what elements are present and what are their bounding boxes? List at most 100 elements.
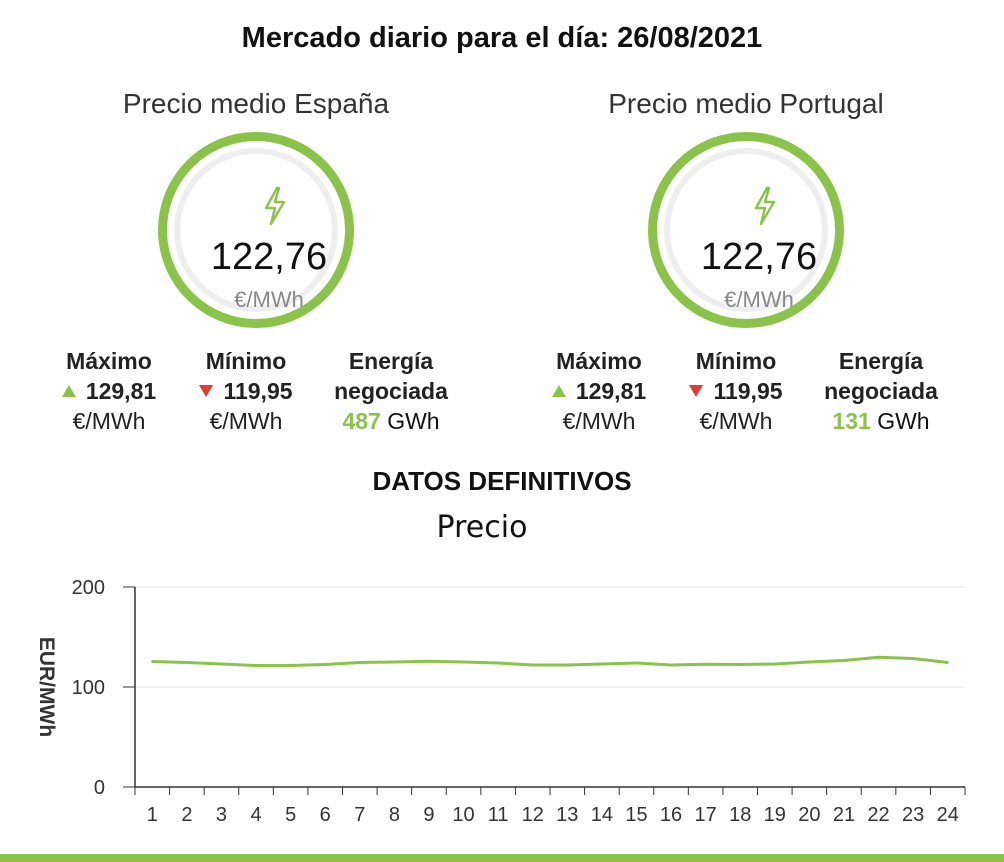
data-point <box>704 663 707 666</box>
x-tick-label: 14 <box>591 804 613 826</box>
min-label: Mínimo <box>695 348 777 374</box>
average-price: 122,76 <box>210 236 328 278</box>
y-axis-ticks: 0 100 200 <box>72 577 135 799</box>
min-price-stat: Mínimo 119,95 €/MWh <box>181 346 311 436</box>
x-tick-label: 15 <box>625 804 647 826</box>
energy-unit: GWh <box>387 408 440 434</box>
lightning-bolt-icon <box>264 186 286 226</box>
market-portugal: Precio medio Portugal 122,76 €/MWh Máxim… <box>516 88 976 434</box>
max-price-stat: Máximo 129,81 €/MWh <box>44 346 174 436</box>
y-axis-label: EUR/MWh <box>35 637 58 737</box>
min-value: 119,95 <box>223 378 293 404</box>
x-tick-label: 4 <box>250 804 261 826</box>
y-gridlines <box>135 586 965 788</box>
data-point <box>773 662 776 666</box>
max-price-stat: Máximo 129,81 €/MWh <box>534 346 664 436</box>
down-arrow-icon <box>199 385 214 397</box>
price-gauge: 122,76 €/MWh <box>648 132 844 328</box>
x-tick-label: 9 <box>423 804 434 826</box>
data-point <box>289 664 292 667</box>
max-unit: €/MWh <box>562 408 636 434</box>
data-point <box>462 660 465 664</box>
series-group <box>151 655 949 667</box>
min-price-stat: Mínimo 119,95 €/MWh <box>671 346 801 436</box>
price-series-line <box>152 655 948 667</box>
average-price-unit: €/MWh <box>724 287 794 312</box>
data-point <box>358 661 361 664</box>
data-point <box>496 661 500 665</box>
y-tick-label: 0 <box>94 777 105 799</box>
energy-label-line1: Energía <box>348 348 434 374</box>
average-price: 122,76 <box>700 236 818 278</box>
page-title: Mercado diario para el día: 26/08/2021 <box>241 22 763 54</box>
min-label: Mínimo <box>205 348 287 374</box>
average-price-unit: €/MWh <box>234 287 304 312</box>
section-title: DATOS DEFINITIVOS <box>372 466 632 496</box>
x-tick-label: 22 <box>867 804 889 826</box>
data-point <box>842 659 846 662</box>
energy-label-line2: negociada <box>334 378 448 404</box>
max-value: 129,81 <box>575 378 647 404</box>
max-label: Máximo <box>66 348 152 374</box>
chart-title: Precio <box>436 510 528 545</box>
min-unit: €/MWh <box>699 408 773 434</box>
x-tick-label: 5 <box>285 804 296 826</box>
gauge-inner-ring: 122,76 €/MWh <box>664 148 828 312</box>
min-unit: €/MWh <box>209 408 283 434</box>
y-tick-label: 100 <box>72 677 105 699</box>
data-point <box>220 662 223 666</box>
data-point <box>324 663 327 666</box>
data-point <box>185 661 189 664</box>
x-tick-label: 2 <box>181 804 192 826</box>
energy-stat: Energía negociada 131 GWh <box>806 346 956 436</box>
bottom-accent-bar <box>0 854 1004 862</box>
energy-stat: Energía negociada 487 GWh <box>316 346 466 436</box>
x-tick-label: 11 <box>488 804 509 826</box>
data-point <box>151 660 154 663</box>
data-point <box>254 664 258 667</box>
data-point <box>669 663 673 667</box>
y-tick-label: 200 <box>72 577 105 599</box>
data-point <box>393 660 396 664</box>
x-tick-label: 19 <box>764 804 786 826</box>
market-title: Precio medio España <box>122 88 390 119</box>
x-axis: 1 2 3 4 5 6 7 8 9 10 11 12 13 14 15 16 17 18 19 20 21 22 23 24 <box>134 587 966 826</box>
x-tick-label: 24 <box>937 804 959 826</box>
max-value: 129,81 <box>85 378 157 404</box>
x-tick-label: 23 <box>902 804 924 826</box>
data-point <box>566 663 569 667</box>
x-tick-label: 17 <box>695 804 717 826</box>
energy-label-line1: Energía <box>838 348 924 374</box>
data-point <box>946 661 949 664</box>
energy-value: 487 <box>342 408 381 434</box>
x-tick-label: 21 <box>833 804 855 826</box>
lightning-bolt-icon <box>754 186 776 226</box>
x-tick-label: 3 <box>216 804 227 826</box>
energy-value: 131 <box>832 408 871 434</box>
max-label: Máximo <box>556 348 642 374</box>
x-tick-label: 7 <box>354 804 365 826</box>
min-value: 119,95 <box>713 378 783 404</box>
data-point <box>635 661 638 665</box>
data-point <box>531 663 534 667</box>
x-tick-label: 16 <box>660 804 682 826</box>
market-spain: Precio medio España 122,76 €/MWh Máximo … <box>26 88 486 434</box>
x-tick-label: 13 <box>556 804 578 826</box>
x-tick-label: 8 <box>389 804 400 826</box>
x-tick-label: 10 <box>452 804 474 826</box>
energy-unit: GWh <box>877 408 930 434</box>
gauge-inner-ring: 122,76 €/MWh <box>174 148 338 312</box>
energy-label-line2: negociada <box>824 378 938 404</box>
data-point <box>911 657 915 660</box>
x-tick-label: 6 <box>320 804 331 826</box>
up-arrow-icon <box>61 385 76 397</box>
x-tick-label: 20 <box>798 804 820 826</box>
max-unit: €/MWh <box>72 408 146 434</box>
data-point <box>427 660 431 663</box>
data-point <box>877 656 880 659</box>
price-gauge: 122,76 €/MWh <box>158 132 354 328</box>
market-title: Precio medio Portugal <box>608 88 884 119</box>
x-tick-label: 18 <box>729 804 751 826</box>
